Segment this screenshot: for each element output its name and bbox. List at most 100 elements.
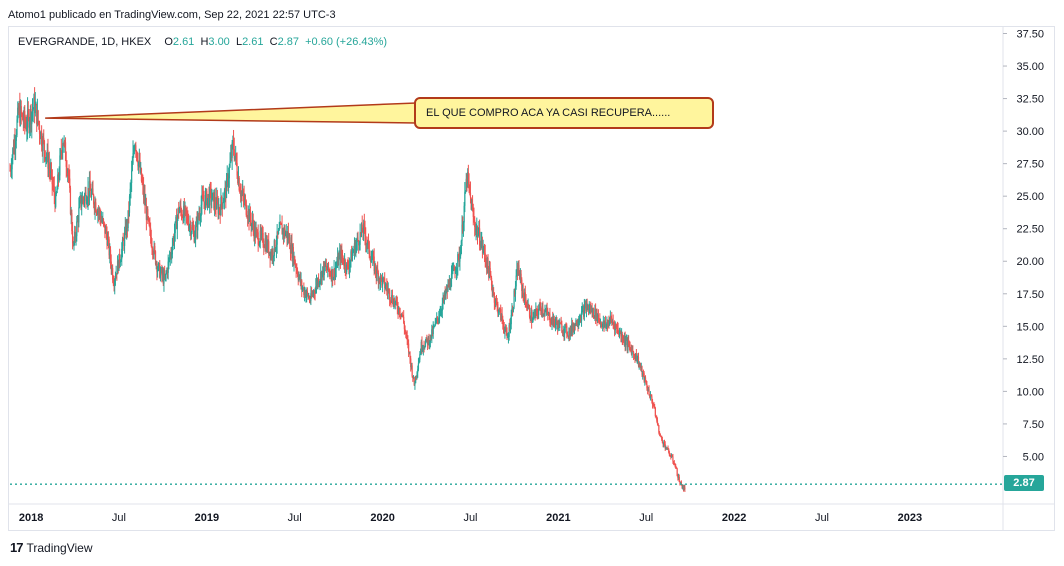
candle-body [270,252,273,258]
candle-body [376,268,378,276]
candle-body [438,317,440,321]
annotation-callout[interactable]: EL QUE COMPRO ACA YA CASI RECUPERA...... [414,97,714,129]
candle-body [452,269,454,271]
candle-body [544,311,546,315]
candle-body [230,154,233,158]
candle-body [311,294,313,297]
candle-body [152,253,155,255]
candle-body [223,200,225,204]
candle-body [27,110,29,114]
candle-body [156,262,158,272]
candle-body [265,240,267,252]
candle-body [646,384,648,389]
candle-body [487,257,489,268]
candle-body [514,290,516,294]
candle-body [539,304,541,307]
candle-body [634,355,636,360]
candle-body [259,230,261,243]
candle-body [111,268,113,270]
candle-body [239,190,241,194]
candle-body [334,268,336,277]
candle-body [533,314,535,317]
footer-brand[interactable]: 17 TradingView [10,540,93,555]
candle-body [590,307,592,313]
candle-body [616,328,618,330]
candle-body [57,174,59,190]
candle-body [280,223,282,225]
candle-body [232,140,235,150]
candle-body [313,291,315,295]
candle-body [87,188,89,200]
candle-body [109,249,112,262]
candle-body [531,321,533,323]
candle-body [495,299,498,302]
candle-body [166,270,168,274]
candle-body [554,321,556,326]
candle-body [558,321,560,328]
candle-body [663,442,666,445]
candle-body [399,314,401,316]
candle-body [670,456,672,458]
candle-body [77,219,79,223]
candle-body [31,112,33,125]
candle-body [144,194,146,206]
candle-body [596,309,598,322]
candle-body [536,309,538,314]
y-tick-label: 20.00 [1016,256,1044,268]
candle-body [576,324,578,326]
candle-body [317,278,319,285]
candle-body [677,477,680,479]
candle-body [655,415,657,417]
candle-body [283,228,285,236]
candle-body [124,226,126,233]
candle-body [565,325,567,327]
candle-body [595,308,597,319]
candle-body [273,240,275,256]
candle-body [108,239,110,256]
candle-body [375,271,377,276]
candle-body [365,243,368,245]
candle-body [145,204,147,220]
candle-layer [9,87,686,493]
candle-body [228,178,230,186]
candle-body [556,319,558,324]
candle-body [326,269,328,271]
candle-body [257,232,259,245]
candle-body [349,260,351,265]
candle-body [213,197,216,209]
candle-body [417,369,419,373]
candle-body [100,216,102,222]
candle-body [341,250,343,257]
candle-body [118,253,120,271]
candle-body [61,152,63,154]
candle-body [588,308,590,311]
candle-body [439,311,441,316]
candle-body [119,253,121,263]
candle-body [367,241,370,243]
candle-body [225,186,227,198]
candle-body [287,232,289,241]
candle-body [304,291,306,298]
candle-body [29,109,31,123]
candle-body [34,97,36,114]
candle-body [504,330,506,333]
candle-body [180,205,182,211]
candle-body [206,190,208,207]
candle-body [598,319,600,321]
candle-body [673,463,675,466]
candle-body [450,273,453,287]
candle-body [639,363,641,366]
candle-body [110,261,112,270]
candle-body [262,233,264,246]
chart-frame[interactable] [8,26,1055,531]
candle-body [316,281,318,285]
candle-body [67,171,69,174]
candle-body [70,213,72,215]
candle-body [166,270,169,273]
candle-body [67,171,69,176]
candle-body [654,407,656,416]
candle-body [485,260,487,263]
candle-body [214,197,216,207]
candle-body [516,269,518,276]
